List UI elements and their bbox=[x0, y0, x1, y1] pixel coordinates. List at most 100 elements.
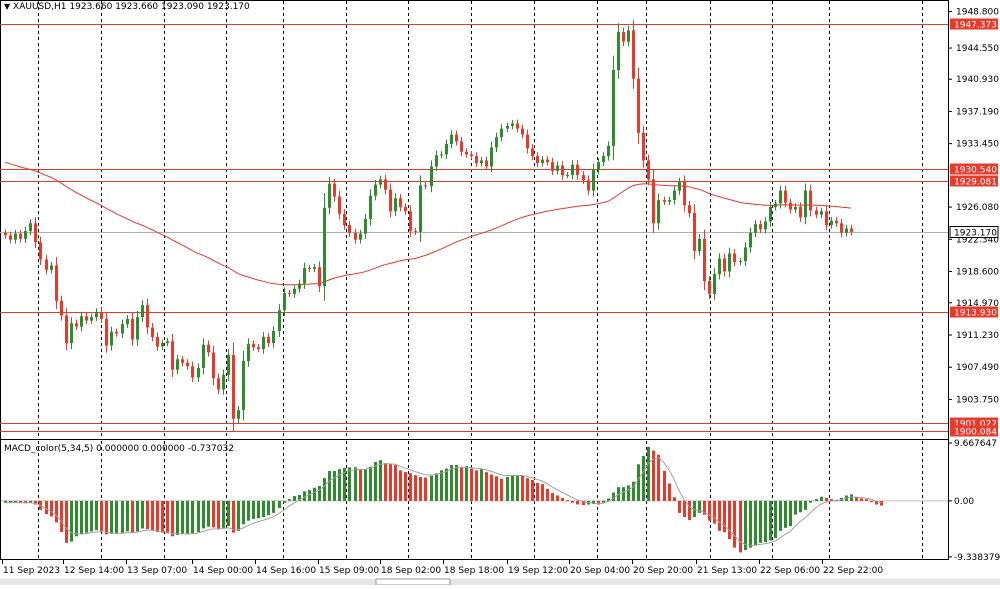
macd-bar bbox=[511, 475, 514, 501]
candle-body bbox=[217, 378, 220, 390]
candle-body bbox=[607, 145, 610, 157]
macd-bar bbox=[252, 500, 255, 519]
macd-bar bbox=[576, 500, 579, 505]
macd-bar bbox=[424, 477, 427, 501]
main-header: ▼ XAUUSD,H1 1923.660 1923.660 1923.090 1… bbox=[4, 2, 250, 12]
macd-bar bbox=[602, 500, 605, 503]
candle-body bbox=[657, 200, 660, 224]
macd-bar bbox=[136, 500, 139, 532]
candle-body bbox=[39, 242, 42, 260]
candle-body bbox=[242, 361, 245, 411]
macd-bar bbox=[176, 500, 179, 536]
macd-bar bbox=[526, 478, 529, 501]
macd-bar bbox=[45, 500, 48, 515]
candle-body bbox=[576, 164, 579, 176]
price-tick-label: 1914.970 bbox=[956, 299, 999, 309]
candle-body bbox=[668, 200, 671, 202]
candle-body bbox=[455, 134, 458, 142]
candle-body bbox=[333, 183, 336, 197]
candle-body bbox=[774, 203, 777, 207]
macd-bar bbox=[820, 496, 823, 501]
macd-bar bbox=[860, 498, 863, 501]
price-tick-label: 1907.490 bbox=[956, 363, 999, 373]
macd-bar bbox=[678, 500, 681, 513]
candle-body bbox=[65, 315, 68, 343]
macd-bar bbox=[283, 500, 286, 503]
macd-bar bbox=[414, 475, 417, 501]
candle-body bbox=[278, 310, 281, 331]
macd-bar bbox=[227, 500, 230, 527]
candle-body bbox=[404, 206, 407, 212]
candle-body bbox=[495, 137, 498, 148]
candle-body bbox=[698, 238, 701, 251]
candle-body bbox=[202, 344, 205, 368]
macd-bar bbox=[161, 500, 164, 533]
macd-bar bbox=[759, 500, 762, 543]
macd-bar bbox=[278, 500, 281, 509]
macd-bar bbox=[480, 469, 483, 501]
dropdown-triangle-icon[interactable]: ▼ bbox=[4, 2, 11, 11]
candle-body bbox=[354, 232, 357, 240]
macd-bar bbox=[500, 478, 503, 501]
macd-bar bbox=[19, 500, 22, 503]
candle-body bbox=[647, 160, 650, 180]
macd-bar bbox=[637, 464, 640, 501]
candle-body bbox=[465, 151, 468, 155]
price-tick-label: 1922.340 bbox=[956, 235, 999, 245]
macd-bar bbox=[683, 500, 686, 518]
candle-body bbox=[445, 144, 448, 155]
macd-bar bbox=[546, 488, 549, 501]
candle-body bbox=[490, 147, 493, 167]
macd-bar bbox=[419, 476, 422, 501]
candle-body bbox=[617, 32, 620, 71]
candle-body bbox=[298, 283, 301, 289]
macd-bar bbox=[531, 479, 534, 501]
macd-bar bbox=[506, 476, 509, 501]
macd-bar bbox=[521, 475, 524, 501]
candle-body bbox=[414, 231, 417, 233]
macd-bar bbox=[541, 484, 544, 501]
candle-body bbox=[197, 367, 200, 378]
macd-bar bbox=[440, 470, 443, 501]
candle-body bbox=[435, 155, 438, 167]
macd-bar bbox=[55, 500, 58, 523]
time-tick-label: 20 Sep 04:00 bbox=[570, 566, 630, 576]
candle-body bbox=[232, 355, 235, 419]
macd-bar bbox=[855, 497, 858, 501]
macd-bar bbox=[212, 500, 215, 528]
level-label-box bbox=[950, 18, 998, 30]
candle-body bbox=[384, 179, 387, 190]
macd-bar bbox=[642, 455, 645, 501]
candle-body bbox=[571, 164, 574, 176]
macd-bar bbox=[364, 469, 367, 501]
candle-body bbox=[561, 165, 564, 176]
candle-body bbox=[227, 355, 230, 375]
candle-body bbox=[703, 238, 706, 281]
macd-bar bbox=[267, 500, 270, 516]
candle-body bbox=[840, 223, 843, 233]
candle-body bbox=[34, 223, 37, 243]
macd-bar bbox=[217, 500, 220, 530]
macd-bar bbox=[536, 482, 539, 501]
candle-body bbox=[566, 175, 569, 177]
candle-body bbox=[151, 327, 154, 337]
candle-body bbox=[4, 232, 7, 236]
candle-body bbox=[237, 410, 240, 419]
macd-bar bbox=[222, 500, 225, 528]
level-label: 1913.930 bbox=[954, 309, 997, 319]
candle-body bbox=[546, 159, 549, 163]
candle-body bbox=[592, 169, 595, 191]
macd-bar bbox=[749, 500, 752, 548]
candle-body bbox=[343, 213, 346, 226]
candle-body bbox=[121, 324, 124, 334]
level-label-box bbox=[950, 425, 998, 437]
candle-body bbox=[485, 160, 488, 167]
candle-body bbox=[835, 220, 838, 224]
candle-body bbox=[105, 318, 108, 346]
macd-bar bbox=[774, 500, 777, 539]
macd-bar bbox=[80, 500, 83, 535]
time-tick-label: 12 Sep 14:00 bbox=[64, 566, 124, 576]
level-label: 1900.084 bbox=[954, 428, 997, 438]
